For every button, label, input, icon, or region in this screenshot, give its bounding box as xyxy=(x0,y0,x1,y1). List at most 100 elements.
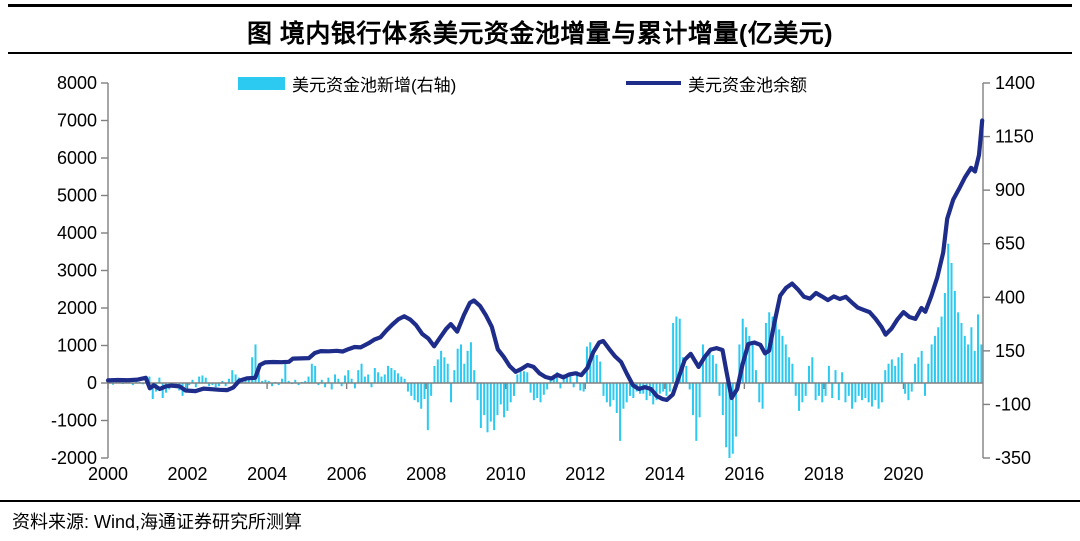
bar-new-funds xyxy=(334,374,337,383)
bar-new-funds xyxy=(721,383,724,416)
bar-new-funds xyxy=(287,380,290,383)
bar-new-funds xyxy=(847,383,850,396)
bar-new-funds xyxy=(400,376,403,383)
bar-new-funds xyxy=(406,383,409,392)
bar-new-funds xyxy=(711,355,714,383)
bar-new-funds xyxy=(493,383,496,431)
bar-new-funds xyxy=(854,383,857,403)
bar-new-funds xyxy=(410,383,413,396)
bar-new-funds xyxy=(251,357,254,383)
bar-new-funds xyxy=(910,383,913,392)
bar-new-funds xyxy=(529,383,532,393)
y-left-tick-label: -1000 xyxy=(51,411,97,431)
bar-new-funds xyxy=(841,372,844,383)
bar-new-funds xyxy=(204,377,207,383)
bar-new-funds xyxy=(629,383,632,396)
bar-new-funds xyxy=(970,327,973,383)
bar-new-funds xyxy=(479,383,482,428)
bar-new-funds xyxy=(450,383,453,403)
bar-new-funds xyxy=(390,368,393,383)
bar-new-funds xyxy=(569,373,572,383)
bar-new-funds xyxy=(231,370,234,383)
bar-new-funds xyxy=(264,379,267,383)
bar-new-funds xyxy=(261,380,264,383)
bar-new-funds xyxy=(304,380,307,383)
bar-new-funds xyxy=(426,383,429,431)
bar-new-funds xyxy=(658,383,661,394)
bar-new-funds xyxy=(191,379,194,383)
line-series-swatch-icon xyxy=(626,81,681,85)
chart-title: 图 境内银行体系美元资金池增量与累计增量(亿美元) xyxy=(246,20,834,48)
x-tick-label: 2008 xyxy=(406,464,446,484)
bar-new-funds xyxy=(817,383,820,396)
bar-new-funds xyxy=(688,383,691,390)
bar-new-funds xyxy=(751,344,754,383)
bar-new-funds xyxy=(572,383,575,388)
y-right-tick-label: 1150 xyxy=(995,127,1034,147)
bar-new-funds xyxy=(393,370,396,383)
bar-new-funds xyxy=(735,383,738,437)
bar-new-funds xyxy=(943,293,946,383)
y-right-tick-label: 150 xyxy=(995,341,1025,361)
x-tick-label: 2020 xyxy=(883,464,923,484)
bar-new-funds xyxy=(556,372,559,383)
bar-new-funds xyxy=(443,357,446,383)
bar-new-funds xyxy=(920,350,923,383)
bar-new-funds xyxy=(357,370,360,383)
bar-new-funds xyxy=(377,372,380,383)
bar-new-funds xyxy=(459,344,462,383)
bar-new-funds xyxy=(466,350,469,383)
bar-new-funds xyxy=(373,368,376,383)
bar-new-funds xyxy=(413,383,416,401)
bar-new-funds xyxy=(499,383,502,405)
bar-series-swatch-icon xyxy=(238,76,285,90)
bar-new-funds xyxy=(161,383,164,398)
bar-new-funds xyxy=(947,243,950,383)
bar-new-funds xyxy=(748,335,751,383)
bar-new-funds xyxy=(844,383,847,403)
bar-new-funds xyxy=(851,383,854,409)
bar-new-funds xyxy=(880,383,883,403)
bar-new-funds xyxy=(367,374,370,383)
bar-new-funds xyxy=(473,370,476,383)
bar-new-funds xyxy=(257,368,260,383)
bar-new-funds xyxy=(297,383,300,386)
bar-new-funds xyxy=(542,383,545,395)
y-left-tick-label: 8000 xyxy=(57,73,97,93)
bar-new-funds xyxy=(619,383,622,441)
bar-new-funds xyxy=(536,383,539,398)
bar-new-funds xyxy=(678,318,681,383)
bar-new-funds xyxy=(807,365,810,383)
bar-new-funds xyxy=(446,363,449,383)
bar-new-funds xyxy=(509,383,512,403)
bar-new-funds xyxy=(668,383,671,392)
bar-new-funds xyxy=(131,383,134,386)
bar-new-funds xyxy=(953,290,956,383)
bar-new-funds xyxy=(420,383,423,409)
bar-new-funds xyxy=(526,372,529,383)
y-right-tick-label: 1400 xyxy=(995,73,1035,93)
bar-new-funds xyxy=(781,335,784,383)
y-right-tick-label: 900 xyxy=(995,180,1025,200)
bar-new-funds xyxy=(513,383,516,396)
bar-new-funds xyxy=(771,316,774,383)
bar-new-funds xyxy=(754,370,757,383)
bar-new-funds xyxy=(857,383,860,396)
y-right-tick-label: -100 xyxy=(995,394,1031,414)
bar-new-funds xyxy=(834,370,837,383)
bar-new-funds xyxy=(725,383,728,448)
bar-new-funds xyxy=(914,363,917,383)
bar-new-funds xyxy=(317,383,320,386)
bar-new-funds xyxy=(824,383,827,396)
bar-new-funds xyxy=(940,316,943,383)
bar-new-funds xyxy=(890,359,893,383)
bar-new-funds xyxy=(977,314,980,383)
bar-new-funds xyxy=(924,383,926,396)
y-left-tick-label: 4000 xyxy=(57,223,97,243)
bar-new-funds xyxy=(340,383,343,387)
bar-new-funds xyxy=(741,318,744,383)
bar-new-funds xyxy=(211,383,214,386)
bar-new-funds xyxy=(705,357,708,383)
bar-new-funds xyxy=(612,383,615,401)
bar-new-funds xyxy=(821,383,824,403)
